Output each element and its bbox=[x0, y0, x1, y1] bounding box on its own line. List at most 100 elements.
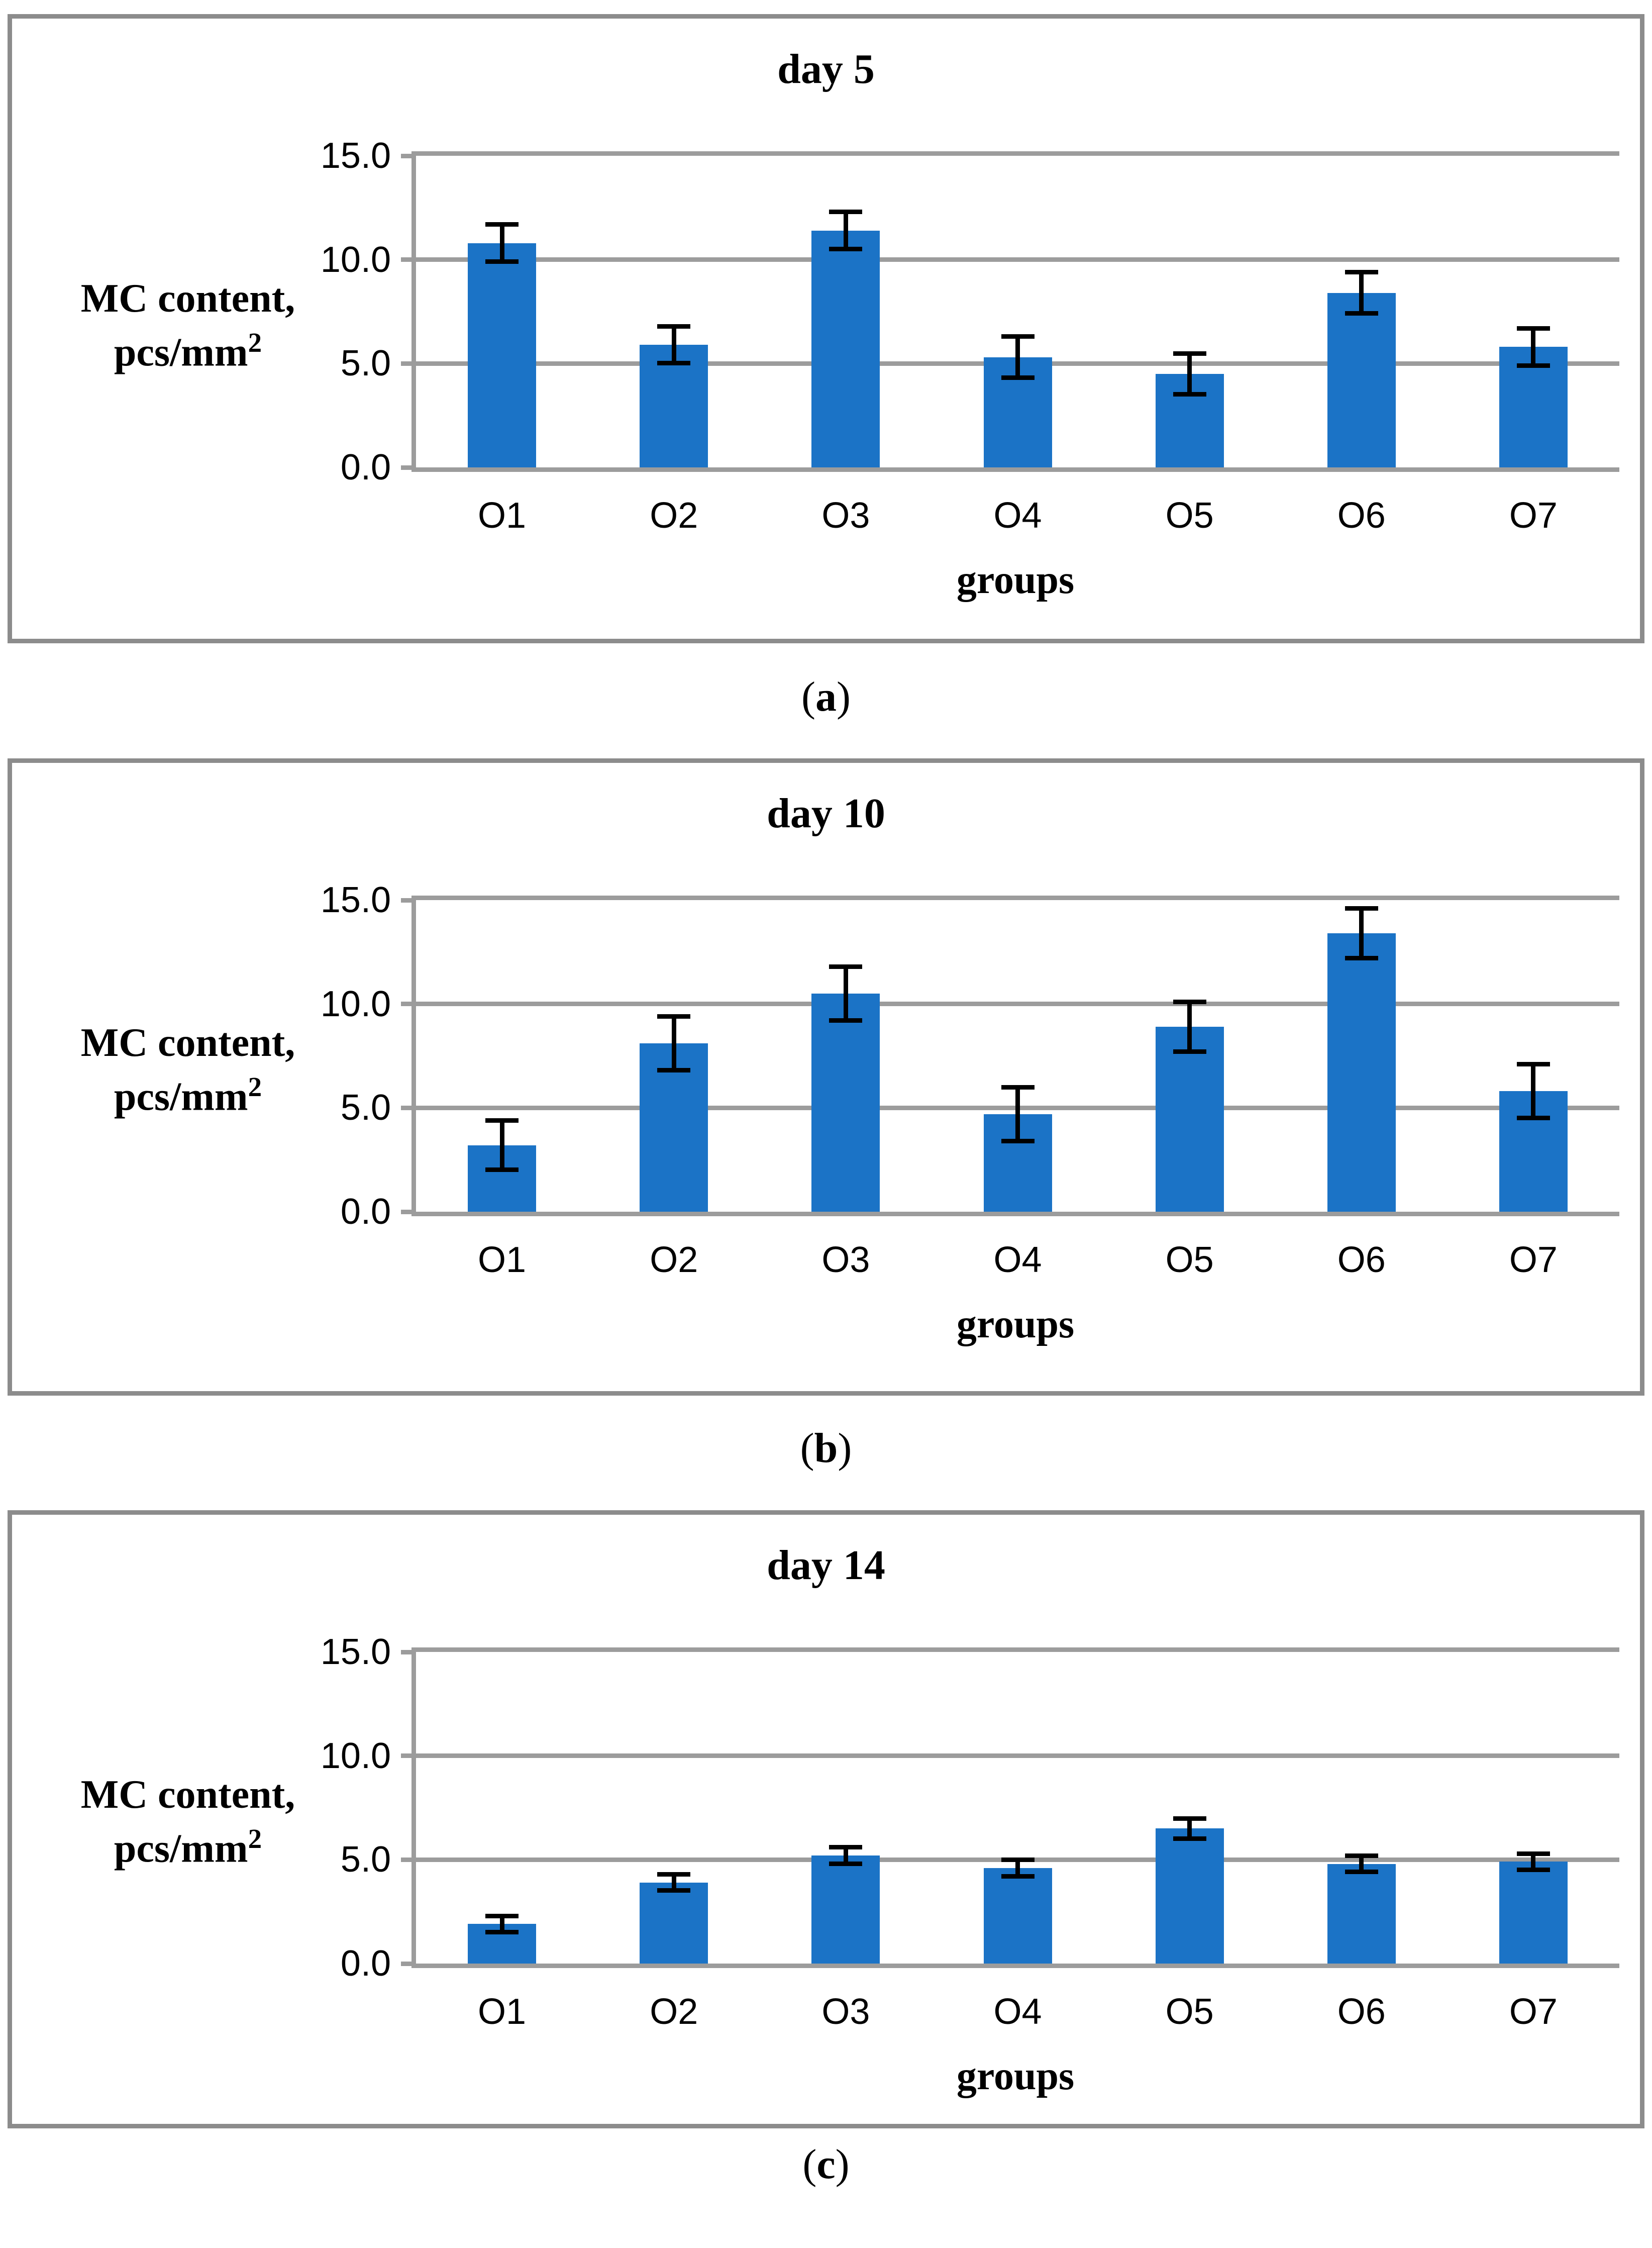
y-tick-label: 15.0 bbox=[320, 136, 391, 176]
y-tick-label: 5.0 bbox=[340, 343, 391, 384]
error-bar-line bbox=[499, 1118, 504, 1172]
y-tick-label: 10.0 bbox=[320, 984, 391, 1024]
error-bar-cap-bottom bbox=[657, 1888, 691, 1893]
gridline bbox=[416, 1002, 1619, 1007]
x-tick-label: O6 bbox=[1337, 1240, 1386, 1280]
chart-title: day 10 bbox=[767, 790, 885, 837]
error-bar-line bbox=[1359, 906, 1364, 960]
x-tick-label: O7 bbox=[1509, 1240, 1558, 1280]
x-tick-label: O5 bbox=[1165, 1992, 1214, 2032]
error-bar-cap-bottom bbox=[829, 1018, 863, 1023]
error-bar-cap-bottom bbox=[829, 1861, 863, 1866]
x-axis-title: groups bbox=[956, 2054, 1075, 2098]
error-bar-cap-bottom bbox=[1516, 1868, 1550, 1873]
y-tick-label: 10.0 bbox=[320, 239, 391, 280]
error-bar-line bbox=[843, 210, 848, 252]
axis-tick bbox=[401, 465, 411, 470]
y-axis-label-superscript: 2 bbox=[248, 1823, 262, 1854]
error-bar-line bbox=[671, 1872, 676, 1893]
axis-tick bbox=[401, 1857, 411, 1862]
chart-panel-day14: day 14 MC content, pcs/mm2 0.0 5.0 10.0 15.… bbox=[8, 1510, 1644, 2128]
error-bar-cap-top bbox=[829, 964, 863, 969]
gridline bbox=[416, 1753, 1619, 1758]
axis-tick bbox=[401, 257, 411, 262]
error-bar-cap-bottom bbox=[657, 361, 691, 366]
error-bar-line bbox=[1187, 1816, 1192, 1841]
plot-area: 0.0 5.0 10.0 15.0 O1 O2 O3 O4 O5 O6 O7 bbox=[321, 136, 1619, 536]
error-bar-cap-bottom bbox=[1001, 1874, 1035, 1879]
x-axis-title: groups bbox=[956, 558, 1075, 602]
caption-paren-open: ( bbox=[800, 1425, 814, 1472]
x-tick-label: O3 bbox=[821, 1240, 870, 1280]
error-bar-cap-bottom bbox=[1173, 1836, 1206, 1841]
caption-paren-close: ) bbox=[835, 2141, 850, 2188]
y-tick-label: 0.0 bbox=[340, 1943, 391, 1984]
bar bbox=[1327, 292, 1396, 467]
error-bar-line bbox=[671, 1014, 676, 1073]
error-bar-cap-top bbox=[657, 1014, 691, 1019]
y-axis-label-line1: MC content, bbox=[80, 1773, 295, 1817]
plot-area: 0.0 5.0 10.0 15.0 O1 O2 O3 O4 O5 O6 O7 bbox=[321, 880, 1619, 1280]
y-tick-label: 5.0 bbox=[340, 1839, 391, 1880]
x-tick-label: O1 bbox=[478, 1992, 527, 2032]
error-bar-cap-bottom bbox=[1173, 392, 1206, 397]
error-bar-cap-bottom bbox=[1516, 1116, 1550, 1121]
caption-paren-open: ( bbox=[802, 2141, 817, 2188]
caption-paren-open: ( bbox=[801, 673, 815, 720]
error-bar-cap-top bbox=[657, 1872, 691, 1877]
x-tick-label: O3 bbox=[821, 1992, 870, 2032]
caption-letter: c bbox=[816, 2141, 836, 2188]
y-tick-label: 15.0 bbox=[320, 880, 391, 920]
error-bar-line bbox=[1187, 351, 1192, 397]
chart-title: day 14 bbox=[767, 1542, 885, 1589]
error-bar-cap-top bbox=[1516, 1062, 1550, 1067]
x-tick-label: O2 bbox=[650, 496, 698, 536]
caption-letter: b bbox=[814, 1425, 838, 1472]
error-bar-line bbox=[1359, 1853, 1364, 1875]
error-bar-cap-bottom bbox=[485, 259, 519, 264]
caption-paren-close: ) bbox=[837, 673, 851, 720]
error-bar-cap-top bbox=[1516, 326, 1550, 331]
axis-tick bbox=[401, 1649, 411, 1654]
x-tick-label: O2 bbox=[650, 1240, 698, 1280]
error-bar-cap-top bbox=[829, 210, 863, 215]
y-tick-label: 10.0 bbox=[320, 1735, 391, 1776]
axis-tick bbox=[401, 1753, 411, 1758]
error-bar-cap-top bbox=[1001, 334, 1035, 339]
error-bar-line bbox=[1531, 1851, 1536, 1873]
y-tick-label: 0.0 bbox=[340, 447, 391, 487]
bar bbox=[640, 1882, 708, 1964]
y-axis-label: MC content, pcs/mm2 bbox=[27, 1769, 349, 1875]
y-axis-label-line2: pcs/mm bbox=[114, 330, 248, 375]
error-bar-cap-bottom bbox=[1173, 1049, 1206, 1054]
axis-tick bbox=[401, 361, 411, 366]
error-bar-line bbox=[1015, 334, 1020, 380]
subfigure-caption-c: (c) bbox=[0, 2140, 1652, 2189]
x-axis-title: groups bbox=[956, 1302, 1075, 1346]
error-bar-line bbox=[1187, 1000, 1192, 1054]
error-bar-cap-top bbox=[485, 1913, 519, 1918]
x-tick-label: O6 bbox=[1337, 496, 1386, 536]
x-tick-label: O7 bbox=[1509, 496, 1558, 536]
error-bar-cap-bottom bbox=[1345, 955, 1378, 960]
plot-area: 0.0 5.0 10.0 15.0 O1 O2 O3 O4 O5 O6 O7 bbox=[321, 1632, 1619, 2032]
y-axis-label-line1: MC content, bbox=[80, 1021, 295, 1065]
y-axis-label: MC content, pcs/mm2 bbox=[27, 272, 349, 379]
error-bar-cap-bottom bbox=[1345, 311, 1378, 316]
axis-tick bbox=[401, 1105, 411, 1110]
y-axis-label: MC content, pcs/mm2 bbox=[27, 1017, 349, 1123]
x-tick-label: O1 bbox=[478, 496, 527, 536]
x-tick-label: O2 bbox=[650, 1992, 698, 2032]
x-tick-label: O1 bbox=[478, 1240, 527, 1280]
gridline bbox=[416, 257, 1619, 262]
chart-title: day 5 bbox=[777, 46, 875, 92]
error-bar-cap-top bbox=[1345, 906, 1378, 911]
error-bar-cap-top bbox=[1173, 1816, 1206, 1821]
axis-tick bbox=[401, 153, 411, 158]
x-tick-label: O4 bbox=[993, 1992, 1042, 2032]
x-tick-label: O5 bbox=[1165, 496, 1214, 536]
error-bar-cap-top bbox=[1001, 1085, 1035, 1090]
error-bar-line bbox=[1531, 1062, 1536, 1121]
y-axis-label-superscript: 2 bbox=[248, 1071, 262, 1102]
x-tick-label: O3 bbox=[821, 496, 870, 536]
